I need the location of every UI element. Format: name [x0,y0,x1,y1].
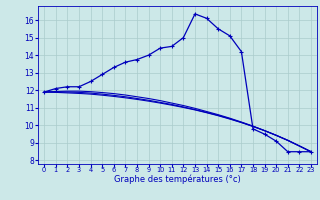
X-axis label: Graphe des températures (°c): Graphe des températures (°c) [114,175,241,184]
